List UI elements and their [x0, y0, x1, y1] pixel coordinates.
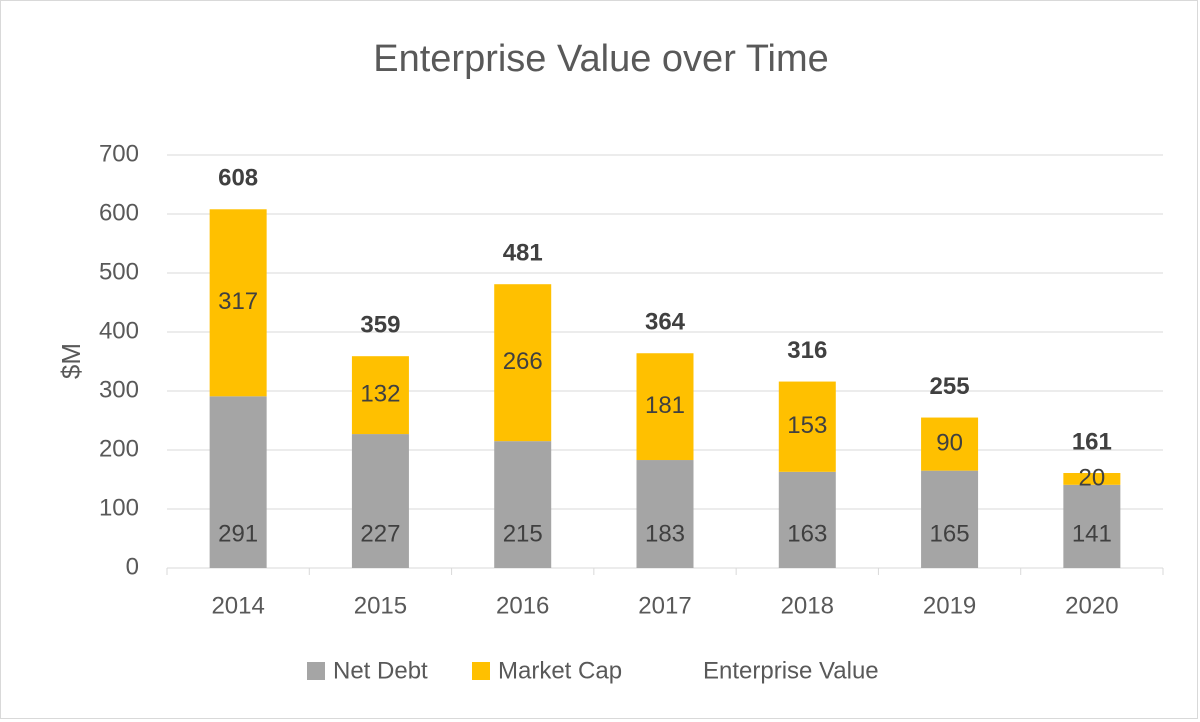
legend: Net Debt Market Cap Enterprise Value: [307, 657, 879, 684]
bar-segment: [636, 353, 694, 461]
x-tick-labels: 2014 2015 2016 2017 2018 2019 2020: [211, 592, 1118, 619]
x-tick-label: 2017: [638, 592, 691, 619]
bar-segment: [921, 470, 979, 568]
total-label: 316: [787, 337, 827, 364]
data-label: 90: [936, 429, 963, 456]
legend-label: Net Debt: [333, 657, 428, 684]
data-label: 181: [645, 392, 685, 419]
legend-label: Enterprise Value: [703, 657, 879, 684]
y-tick-label: 600: [99, 199, 139, 226]
data-label: 183: [645, 520, 685, 547]
chart-title: Enterprise Value over Time: [373, 38, 829, 80]
bar-segment: [921, 417, 979, 471]
y-tick-label: 100: [99, 494, 139, 521]
y-tick-label: 200: [99, 435, 139, 462]
x-tick-label: 2019: [923, 592, 976, 619]
bar-segment: [209, 396, 267, 568]
total-label: 481: [503, 240, 543, 267]
y-tick-label: 400: [99, 317, 139, 344]
data-label: 132: [360, 380, 400, 407]
data-label: 266: [503, 348, 543, 375]
x-tick-label: 2016: [496, 592, 549, 619]
bars: 291 317 608 227 132 359 215 266 481 183 181 364 163 1…: [209, 165, 1121, 568]
bar-segment: [494, 441, 552, 568]
bar-segment: [351, 356, 409, 435]
bar-segment: [1063, 484, 1121, 568]
y-tick-label: 700: [99, 140, 139, 167]
data-label: 227: [360, 520, 400, 547]
data-label: 165: [930, 520, 970, 547]
data-label: 291: [218, 520, 258, 547]
bar-segment: [636, 460, 694, 568]
legend-label: Market Cap: [498, 657, 622, 684]
y-tick-labels: 0 100 200 300 400 500 600 700: [99, 140, 139, 580]
legend-swatch: [307, 662, 325, 680]
total-label: 359: [360, 312, 400, 339]
x-tick-label: 2020: [1065, 592, 1118, 619]
x-tick-label: 2018: [781, 592, 834, 619]
total-label: 364: [645, 309, 686, 336]
legend-swatch: [472, 662, 490, 680]
y-tick-label: 300: [99, 376, 139, 403]
x-tick-label: 2014: [211, 592, 264, 619]
data-label: 163: [787, 520, 827, 547]
total-label: 255: [930, 373, 970, 400]
bar-segment: [209, 209, 267, 397]
x-tick-label: 2015: [354, 592, 407, 619]
total-label: 608: [218, 165, 258, 192]
y-tick-label: 0: [126, 553, 139, 580]
y-tick-label: 500: [99, 258, 139, 285]
data-label: 20: [1079, 464, 1106, 491]
bar-segment: [778, 471, 836, 568]
data-label: 153: [787, 412, 827, 439]
bar-segment: [778, 381, 836, 472]
bar-segment: [1063, 473, 1121, 485]
data-label: 141: [1072, 520, 1112, 547]
data-label: 215: [503, 520, 543, 547]
y-axis-label: $M: [56, 343, 86, 379]
data-label: 317: [218, 288, 258, 315]
bar-segment: [351, 434, 409, 568]
bar-segment: [494, 284, 552, 442]
total-label: 161: [1072, 428, 1112, 455]
